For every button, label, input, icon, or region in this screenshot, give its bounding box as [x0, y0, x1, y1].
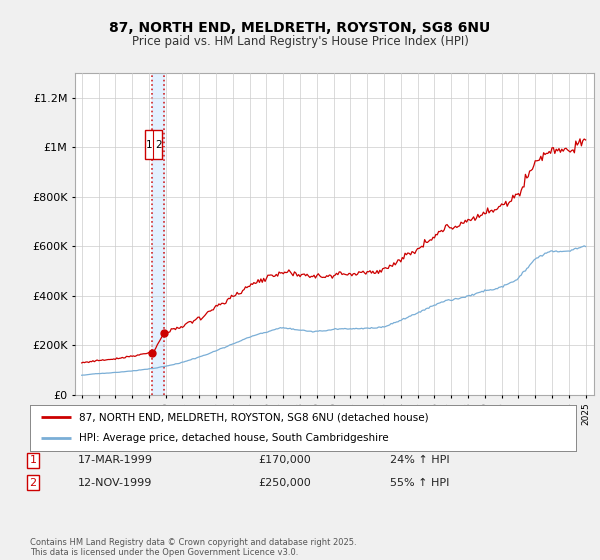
- Text: 12-NOV-1999: 12-NOV-1999: [78, 478, 152, 488]
- Text: Price paid vs. HM Land Registry's House Price Index (HPI): Price paid vs. HM Land Registry's House …: [131, 35, 469, 48]
- Text: Contains HM Land Registry data © Crown copyright and database right 2025.
This d: Contains HM Land Registry data © Crown c…: [30, 538, 356, 557]
- FancyBboxPatch shape: [145, 130, 161, 160]
- Text: 1: 1: [29, 455, 37, 465]
- Text: 2: 2: [29, 478, 37, 488]
- Text: 1: 1: [145, 139, 152, 150]
- Text: HPI: Average price, detached house, South Cambridgeshire: HPI: Average price, detached house, Sout…: [79, 433, 389, 444]
- Text: 55% ↑ HPI: 55% ↑ HPI: [390, 478, 449, 488]
- Text: £250,000: £250,000: [258, 478, 311, 488]
- Text: 87, NORTH END, MELDRETH, ROYSTON, SG8 6NU: 87, NORTH END, MELDRETH, ROYSTON, SG8 6N…: [109, 21, 491, 35]
- Text: 87, NORTH END, MELDRETH, ROYSTON, SG8 6NU (detached house): 87, NORTH END, MELDRETH, ROYSTON, SG8 6N…: [79, 412, 429, 422]
- Text: £170,000: £170,000: [258, 455, 311, 465]
- Text: 24% ↑ HPI: 24% ↑ HPI: [390, 455, 449, 465]
- Text: 17-MAR-1999: 17-MAR-1999: [78, 455, 153, 465]
- Bar: [152, 73, 164, 395]
- Text: 2: 2: [155, 139, 161, 150]
